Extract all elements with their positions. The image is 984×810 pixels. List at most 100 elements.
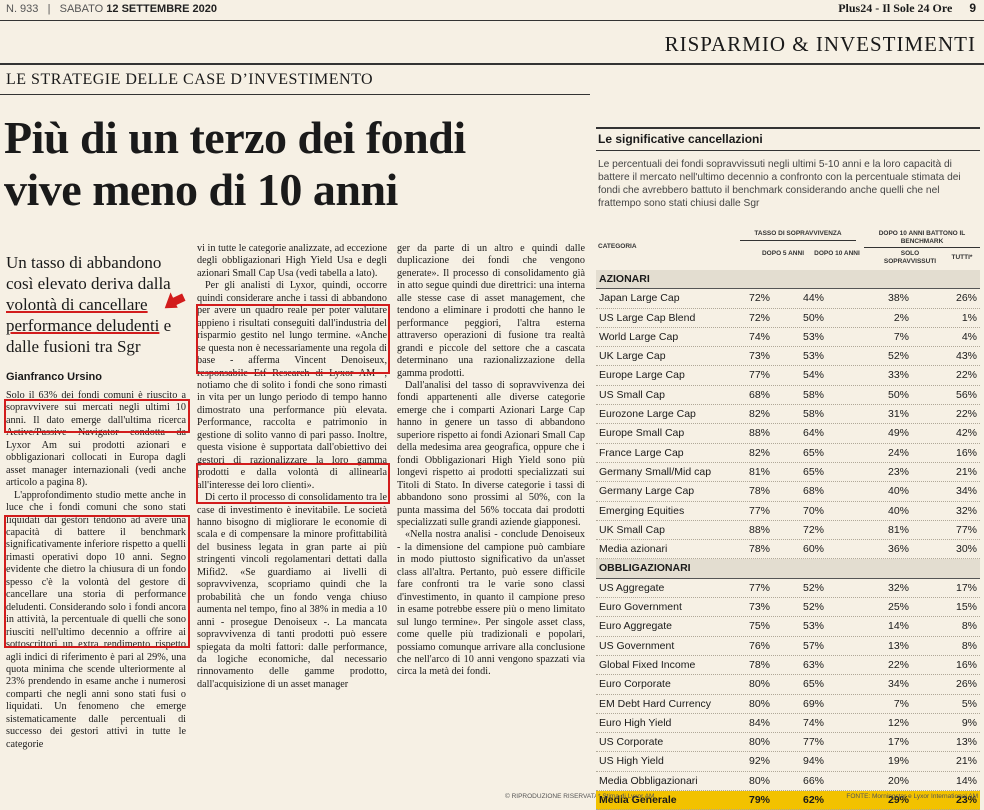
- cell-value: 49%: [887, 427, 909, 440]
- cell-value: 52%: [887, 350, 909, 363]
- cell-value: 70%: [802, 504, 824, 517]
- cell-value: 62%: [802, 794, 824, 807]
- cell-value: 74%: [802, 716, 824, 729]
- data-table: AZIONARI Japan Large Cap 72% 44% 38% 26% US La…: [596, 270, 980, 810]
- cell-value: 30%: [955, 543, 977, 556]
- row-label: Euro Aggregate: [599, 620, 672, 633]
- cell-value: 43%: [955, 350, 977, 363]
- paragraph: Per gli analisti di Lyxor, quindi, occor…: [197, 280, 387, 491]
- cell-value: 52%: [802, 601, 824, 614]
- cell-value: 57%: [802, 639, 824, 652]
- cell-value: 77%: [955, 523, 977, 536]
- table-header-tutti: TUTTI*: [951, 254, 973, 261]
- row-label: Eurozone Large Cap: [599, 408, 696, 421]
- cell-value: 74%: [748, 330, 770, 343]
- table-row: UK Small Cap 88% 72% 81% 77%: [596, 521, 980, 541]
- table-header-5y: DOPO 5 ANNI: [761, 250, 804, 257]
- row-label: AZIONARI: [599, 273, 650, 285]
- cell-value: 25%: [887, 601, 909, 614]
- headline-line-2: vive meno di 10 anni: [4, 164, 398, 215]
- cell-value: 23%: [887, 465, 909, 478]
- cell-value: 26%: [955, 292, 977, 305]
- table-title: Le significative cancellazioni: [598, 132, 763, 146]
- table-row: Euro Corporate 80% 65% 34% 26%: [596, 675, 980, 695]
- row-label: US Corporate: [599, 736, 664, 749]
- table-row: Euro Government 73% 52% 25% 15%: [596, 598, 980, 618]
- cell-value: 17%: [887, 736, 909, 749]
- cell-value: 17%: [955, 581, 977, 594]
- cell-value: 22%: [887, 658, 909, 671]
- row-label: Emerging Equities: [599, 504, 685, 517]
- cell-value: 9%: [961, 716, 977, 729]
- table-row: France Large Cap 82% 65% 24% 16%: [596, 444, 980, 463]
- cell-value: 73%: [748, 350, 770, 363]
- table-title-rule: [596, 150, 980, 151]
- cell-value: 21%: [955, 465, 977, 478]
- row-label: Euro High Yield: [599, 716, 672, 729]
- cell-value: 34%: [887, 678, 909, 691]
- table-row: World Large Cap 74% 53% 7% 4%: [596, 328, 980, 348]
- table-row: Europe Large Cap 77% 54% 33% 22%: [596, 366, 980, 386]
- cell-value: 94%: [802, 755, 824, 768]
- row-label: UK Small Cap: [599, 523, 665, 536]
- cell-value: 15%: [955, 601, 977, 614]
- table-row: US Large Cap Blend 72% 50% 2% 1%: [596, 309, 980, 328]
- row-label: Media Obbligazionari: [599, 774, 698, 787]
- cell-value: 63%: [802, 658, 824, 671]
- article-column-3: ger da parte di un altro e quindi dalle …: [397, 243, 585, 788]
- cell-value: 65%: [802, 678, 824, 691]
- table-group-header: AZIONARI: [596, 270, 980, 290]
- cell-value: 54%: [802, 369, 824, 382]
- row-label: Media azionari: [599, 543, 668, 556]
- row-label: France Large Cap: [599, 446, 684, 459]
- cell-value: 1%: [961, 311, 977, 324]
- cell-value: 16%: [955, 658, 977, 671]
- cell-value: 84%: [748, 716, 770, 729]
- table-row: Germany Small/Mid cap 81% 65% 23% 21%: [596, 463, 980, 483]
- cell-value: 82%: [748, 408, 770, 421]
- cell-value: 73%: [748, 601, 770, 614]
- table-row: Eurozone Large Cap 82% 58% 31% 22%: [596, 405, 980, 425]
- table-header-category: CATEGORIA: [598, 243, 637, 250]
- table-top-rule: [596, 127, 980, 129]
- cell-value: 13%: [887, 639, 909, 652]
- article-column-2: vi in tutte le categorie analizzate, ad …: [197, 243, 387, 803]
- cell-value: 69%: [802, 697, 824, 710]
- table-row: Euro High Yield 84% 74% 12% 9%: [596, 714, 980, 734]
- kicker: LE STRATEGIE DELLE CASE D’INVESTIMENTO: [6, 71, 374, 88]
- masthead-left: N. 933 | SABATO 12 SETTEMBRE 2020: [6, 3, 217, 15]
- table-header-solo: SOLO SOPRAVVISSUTI: [883, 250, 937, 265]
- page-number: 9: [969, 1, 976, 15]
- cell-value: 20%: [887, 774, 909, 787]
- issue-date: 12 SETTEMBRE 2020: [106, 3, 217, 15]
- cell-value: 56%: [955, 388, 977, 401]
- cell-value: 29%: [887, 794, 909, 807]
- table-header-10y: DOPO 10 ANNI: [814, 250, 860, 257]
- cell-value: 80%: [748, 697, 770, 710]
- highlight-box-2: [4, 515, 190, 648]
- paragraph: Di certo il processo di consolidamento t…: [197, 492, 387, 690]
- table-description: Le percentuali dei fondi sopravvissuti n…: [598, 159, 961, 209]
- cell-value: 66%: [802, 774, 824, 787]
- masthead: N. 933 | SABATO 12 SETTEMBRE 2020 Plus24…: [0, 0, 984, 20]
- cell-value: 32%: [887, 581, 909, 594]
- cell-value: 36%: [887, 543, 909, 556]
- cell-value: 31%: [887, 408, 909, 421]
- cell-value: 8%: [961, 639, 977, 652]
- table-row: US Corporate 80% 77% 17% 13%: [596, 733, 980, 753]
- cell-value: 78%: [748, 543, 770, 556]
- row-label: Europe Large Cap: [599, 369, 685, 382]
- publication-name: Plus24 - Il Sole 24 Ore: [838, 1, 953, 15]
- masthead-right: Plus24 - Il Sole 24 Ore 9: [838, 1, 976, 16]
- cell-value: 38%: [887, 292, 909, 305]
- table-row: Euro Aggregate 75% 53% 14% 8%: [596, 617, 980, 637]
- row-label: Japan Large Cap: [599, 292, 680, 305]
- cell-value: 14%: [887, 620, 909, 633]
- row-label: OBBLIGAZIONARI: [599, 562, 691, 575]
- cell-value: 14%: [955, 774, 977, 787]
- table-row: UK Large Cap 73% 53% 52% 43%: [596, 347, 980, 367]
- cell-value: 52%: [802, 581, 824, 594]
- cell-value: 65%: [802, 446, 824, 459]
- row-label: US Government: [599, 639, 675, 652]
- cell-value: 24%: [887, 446, 909, 459]
